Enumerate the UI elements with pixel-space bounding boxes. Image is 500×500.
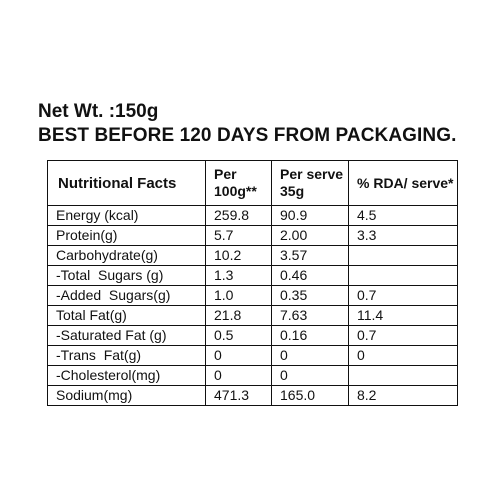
column-header-rda: % RDA/ serve* xyxy=(348,160,458,206)
value-per-serve: 165.0 xyxy=(271,385,349,406)
column-header-per-100g: Per 100g** xyxy=(205,160,272,206)
table-row: -Total Sugars (g) 1.3 0.46 xyxy=(47,265,458,286)
value-rda: 11.4 xyxy=(348,305,458,326)
value-rda: 0.7 xyxy=(348,325,458,346)
value-rda: 0 xyxy=(348,345,458,366)
table-row: Carbohydrate(g) 10.2 3.57 xyxy=(47,245,458,266)
nutrient-name: -Total Sugars (g) xyxy=(47,265,206,286)
value-per-serve: 0.46 xyxy=(271,265,349,286)
value-per-100g: 1.3 xyxy=(205,265,272,286)
table-row: Sodium(mg) 471.3 165.0 8.2 xyxy=(47,385,458,406)
value-per-serve: 0.35 xyxy=(271,285,349,306)
column-header-per-serve: Per serve 35g xyxy=(271,160,349,206)
value-rda xyxy=(348,265,458,286)
value-per-100g: 10.2 xyxy=(205,245,272,266)
nutrient-name: -Trans Fat(g) xyxy=(47,345,206,366)
table-row: Total Fat(g) 21.8 7.63 11.4 xyxy=(47,305,458,326)
value-per-serve: 3.57 xyxy=(271,245,349,266)
value-per-serve: 0 xyxy=(271,365,349,386)
value-per-serve: 2.00 xyxy=(271,225,349,246)
table-row: -Cholesterol(mg) 0 0 xyxy=(47,365,458,386)
value-rda xyxy=(348,245,458,266)
nutrient-name: Energy (kcal) xyxy=(47,205,206,226)
value-per-serve: 0 xyxy=(271,345,349,366)
value-per-serve: 0.16 xyxy=(271,325,349,346)
nutrient-name: Total Fat(g) xyxy=(47,305,206,326)
table-row: -Trans Fat(g) 0 0 0 xyxy=(47,345,458,366)
column-header-nutritional-facts: Nutritional Facts xyxy=(47,160,206,206)
best-before-notice: BEST BEFORE 120 DAYS FROM PACKAGING. xyxy=(38,125,457,146)
value-rda xyxy=(348,365,458,386)
value-per-100g: 21.8 xyxy=(205,305,272,326)
nutrition-table: Nutritional Facts Per 100g** Per serve 3… xyxy=(47,160,458,406)
value-per-100g: 5.7 xyxy=(205,225,272,246)
value-per-serve: 7.63 xyxy=(271,305,349,326)
value-per-100g: 259.8 xyxy=(205,205,272,226)
table-row: Protein(g) 5.7 2.00 3.3 xyxy=(47,225,458,246)
nutrient-name: -Cholesterol(mg) xyxy=(47,365,206,386)
value-per-100g: 0 xyxy=(205,365,272,386)
value-rda: 3.3 xyxy=(348,225,458,246)
value-rda: 8.2 xyxy=(348,385,458,406)
value-rda: 0.7 xyxy=(348,285,458,306)
value-per-100g: 471.3 xyxy=(205,385,272,406)
table-header-row: Nutritional Facts Per 100g** Per serve 3… xyxy=(47,160,458,206)
table-row: -Saturated Fat (g) 0.5 0.16 0.7 xyxy=(47,325,458,346)
value-rda: 4.5 xyxy=(348,205,458,226)
table-row: Energy (kcal) 259.8 90.9 4.5 xyxy=(47,205,458,226)
nutrient-name: -Added Sugars(g) xyxy=(47,285,206,306)
net-weight: Net Wt. :150g xyxy=(38,101,159,122)
value-per-100g: 1.0 xyxy=(205,285,272,306)
nutrient-name: -Saturated Fat (g) xyxy=(47,325,206,346)
value-per-100g: 0 xyxy=(205,345,272,366)
table-row: -Added Sugars(g) 1.0 0.35 0.7 xyxy=(47,285,458,306)
value-per-serve: 90.9 xyxy=(271,205,349,226)
nutrient-name: Protein(g) xyxy=(47,225,206,246)
value-per-100g: 0.5 xyxy=(205,325,272,346)
nutrient-name: Sodium(mg) xyxy=(47,385,206,406)
nutrient-name: Carbohydrate(g) xyxy=(47,245,206,266)
